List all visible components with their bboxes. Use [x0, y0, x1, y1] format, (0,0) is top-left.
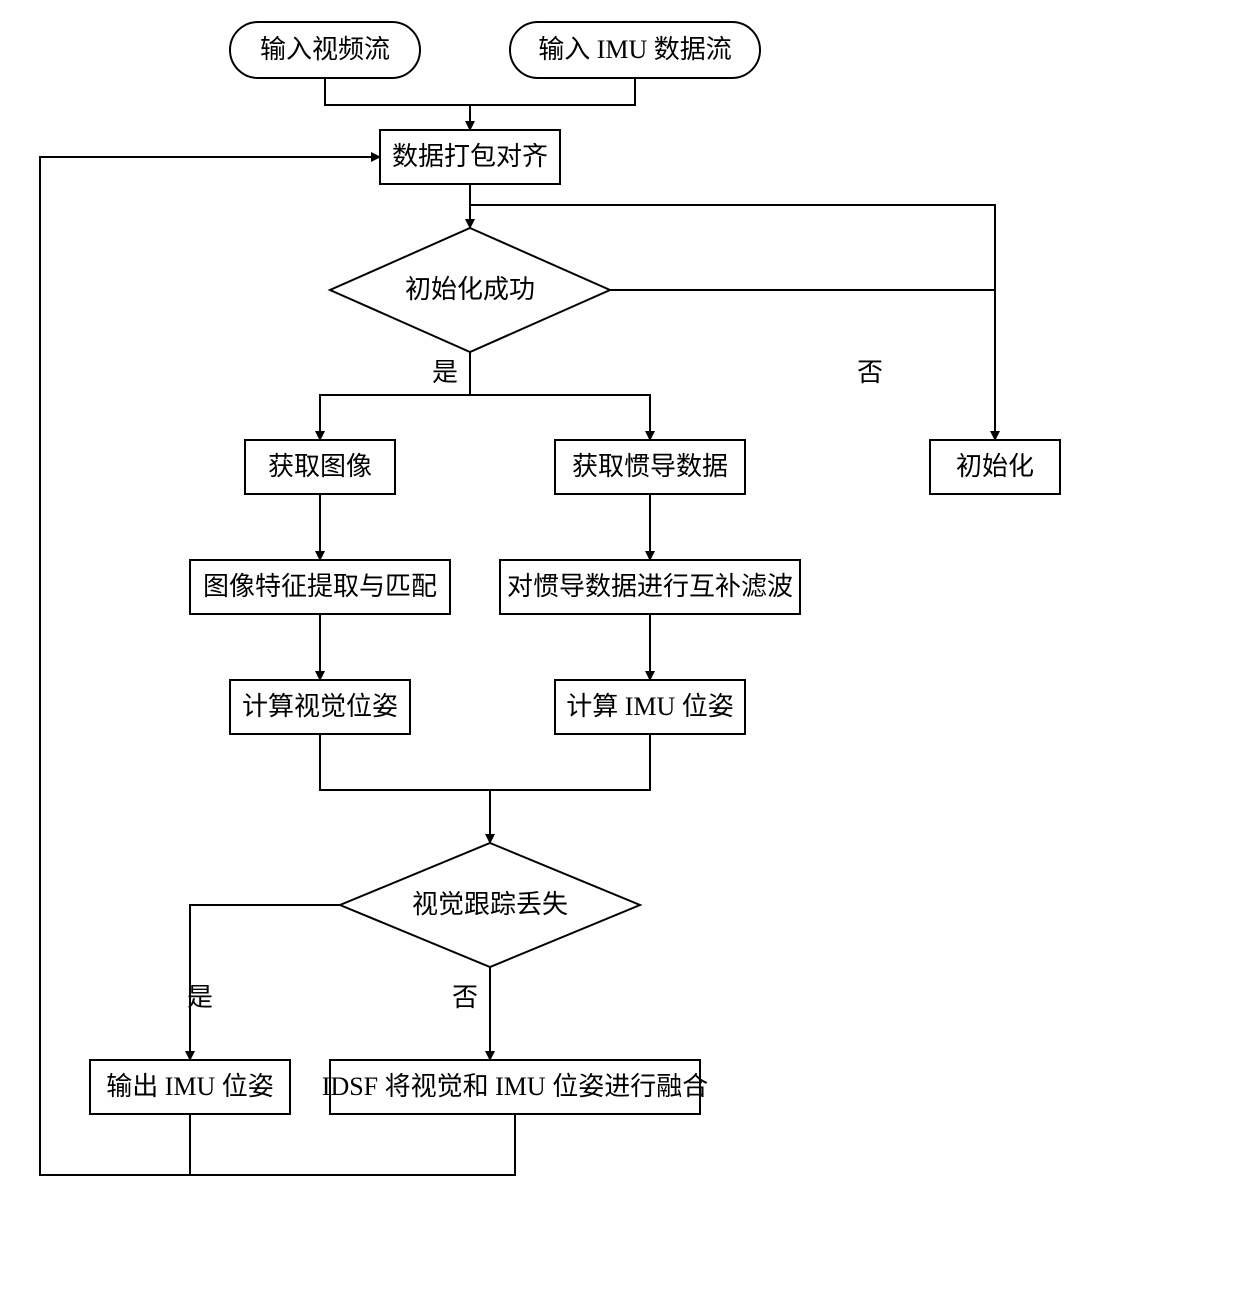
svg-text:输出 IMU 位姿: 输出 IMU 位姿 [106, 1072, 274, 1101]
node-init_ok: 初始化成功 [330, 228, 610, 352]
edge [325, 78, 470, 130]
svg-text:输入视频流: 输入视频流 [260, 35, 390, 64]
node-initialize: 初始化 [930, 440, 1060, 494]
svg-text:计算视觉位姿: 计算视觉位姿 [242, 692, 398, 721]
edge-label: 否 [857, 358, 883, 387]
node-get_img: 获取图像 [245, 440, 395, 494]
svg-text:输入 IMU 数据流: 输入 IMU 数据流 [538, 35, 732, 64]
edge-label: 是 [432, 358, 458, 387]
node-in_imu: 输入 IMU 数据流 [510, 22, 760, 78]
svg-text:获取图像: 获取图像 [268, 452, 372, 481]
svg-text:数据打包对齐: 数据打包对齐 [392, 142, 548, 171]
svg-text:计算 IMU 位姿: 计算 IMU 位姿 [566, 692, 734, 721]
node-pack: 数据打包对齐 [380, 130, 560, 184]
node-compfilt: 对惯导数据进行互补滤波 [500, 560, 800, 614]
node-imu_pose: 计算 IMU 位姿 [555, 680, 745, 734]
edge [190, 1114, 515, 1175]
flowchart-canvas: 是否是否输入视频流输入 IMU 数据流数据打包对齐初始化成功获取图像获取惯导数据… [0, 0, 1240, 1313]
node-feat: 图像特征提取与匹配 [190, 560, 450, 614]
edge [490, 734, 650, 790]
svg-text:初始化成功: 初始化成功 [405, 275, 535, 304]
node-in_video: 输入视频流 [230, 22, 420, 78]
node-idsf: IDSF 将视觉和 IMU 位姿进行融合 [322, 1060, 708, 1114]
edge [470, 395, 650, 440]
node-out_imu: 输出 IMU 位姿 [90, 1060, 290, 1114]
edge [610, 290, 995, 440]
svg-text:IDSF 将视觉和 IMU 位姿进行融合: IDSF 将视觉和 IMU 位姿进行融合 [322, 1072, 708, 1101]
svg-text:视觉跟踪丢失: 视觉跟踪丢失 [412, 890, 568, 919]
node-vis_pose: 计算视觉位姿 [230, 680, 410, 734]
edge [320, 734, 490, 843]
edge-label: 否 [452, 983, 478, 1012]
svg-text:对惯导数据进行互补滤波: 对惯导数据进行互补滤波 [507, 572, 793, 601]
node-get_ins: 获取惯导数据 [555, 440, 745, 494]
node-track_lost: 视觉跟踪丢失 [340, 843, 640, 967]
svg-text:图像特征提取与匹配: 图像特征提取与匹配 [203, 572, 437, 601]
edge [470, 78, 635, 105]
svg-text:初始化: 初始化 [956, 452, 1034, 481]
svg-text:获取惯导数据: 获取惯导数据 [572, 452, 728, 481]
edge-label: 是 [187, 983, 213, 1012]
